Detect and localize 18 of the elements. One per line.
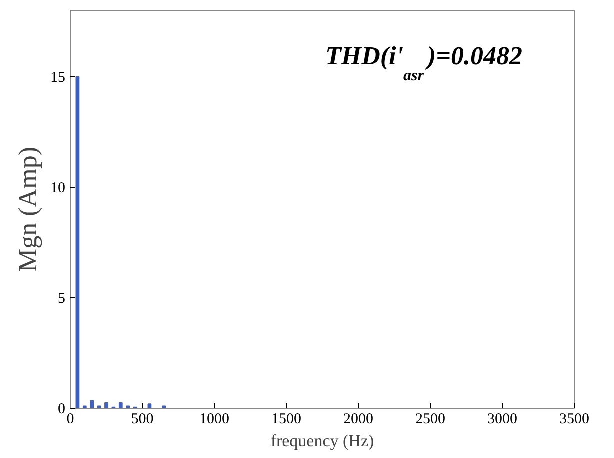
bar <box>76 76 80 408</box>
x-tick-label: 3000 <box>488 412 518 428</box>
y-tick-label: 0 <box>58 402 66 418</box>
y-tick-label: 10 <box>50 180 66 196</box>
x-tick-label: 2000 <box>344 412 374 428</box>
y-axis-title: Mgn (Amp) <box>14 147 42 272</box>
bar <box>104 402 108 408</box>
x-tick-label: 1000 <box>200 412 230 428</box>
x-axis-title: frequency (Hz) <box>270 432 374 450</box>
x-tick-label: 3500 <box>560 412 590 428</box>
x-tick-label: 2500 <box>416 412 446 428</box>
y-tick-label: 15 <box>50 70 66 86</box>
x-tick-label: 500 <box>131 412 154 428</box>
annotation: THD(i'asr)=0.0482 <box>326 42 522 84</box>
x-tick-label: 1500 <box>272 412 302 428</box>
bar <box>90 400 94 408</box>
bar <box>118 402 123 408</box>
y-tick-label: 5 <box>58 290 66 307</box>
